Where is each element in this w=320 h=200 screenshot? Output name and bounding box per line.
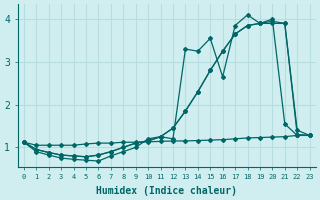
X-axis label: Humidex (Indice chaleur): Humidex (Indice chaleur) [96,186,237,196]
